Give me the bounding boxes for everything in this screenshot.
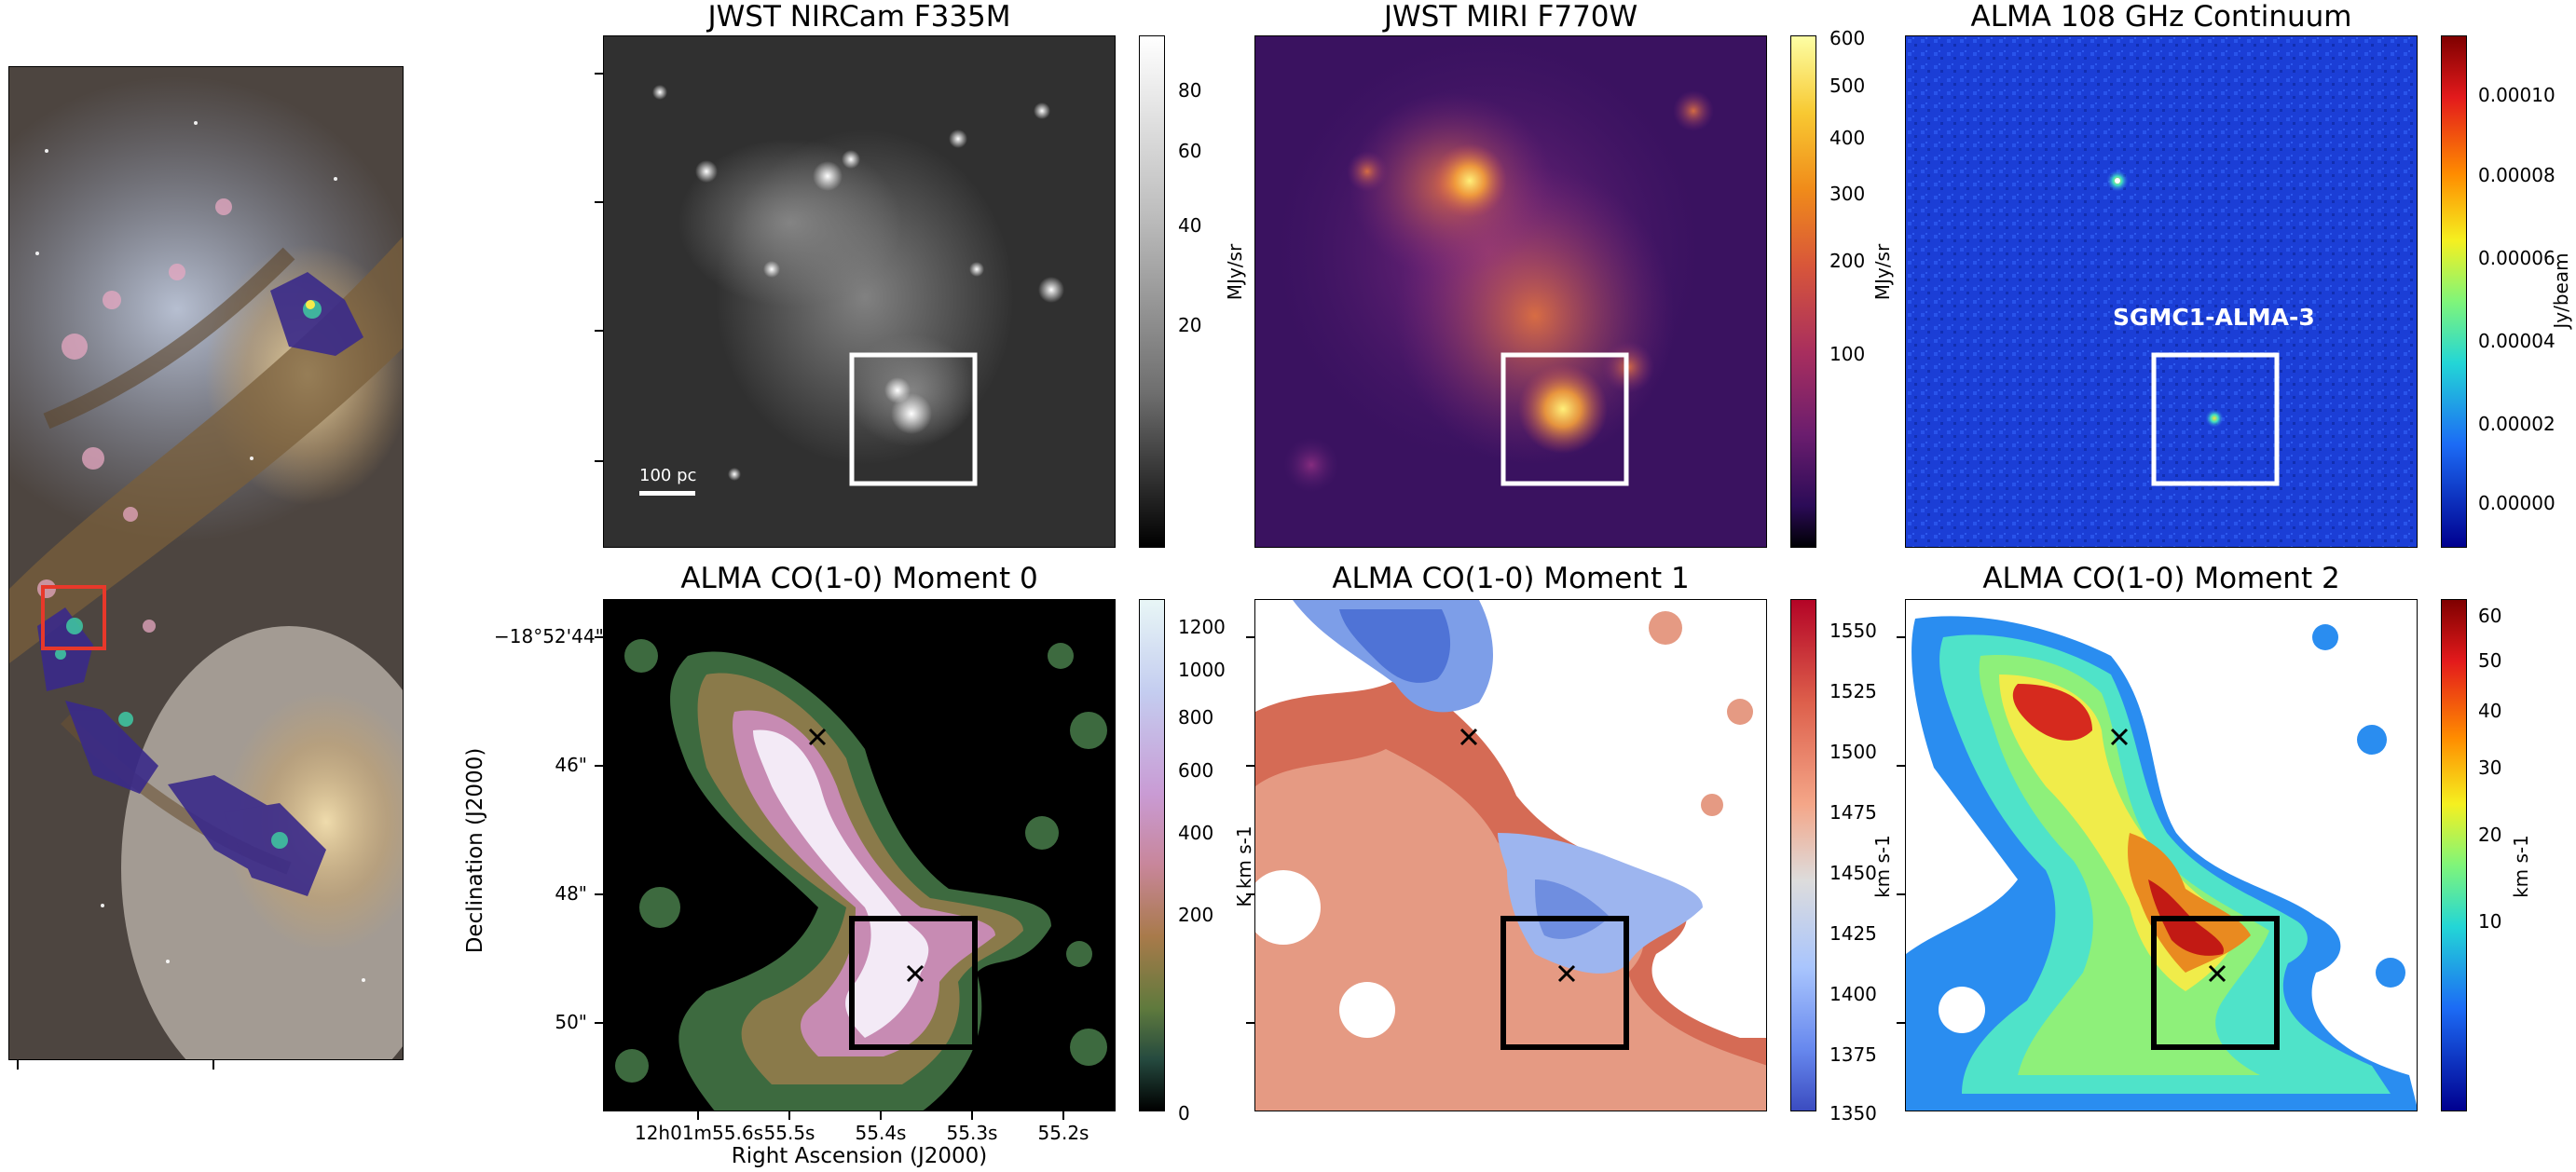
mom1-map xyxy=(1255,600,1766,1111)
dec-tick-label: 48" xyxy=(555,882,587,905)
nircam-cbar-tick: 20 xyxy=(1178,314,1202,336)
scale-bar-label: 100 pc xyxy=(639,466,697,485)
nircam-cbar-tick: 40 xyxy=(1178,214,1202,237)
mom2-cbar-tick: 60 xyxy=(2478,605,2502,627)
alma-cont-cbar-tick: 0.00000 xyxy=(2478,492,2555,514)
miri-image xyxy=(1254,35,1767,548)
mom0-image xyxy=(603,599,1116,1111)
overview-galaxy xyxy=(9,67,403,1059)
panel-title-alma-cont: ALMA 108 GHz Continuum xyxy=(1970,0,2352,34)
miri-cbar-tick: 600 xyxy=(1829,27,1866,49)
mom0-cbar-tick: 800 xyxy=(1178,706,1214,729)
mom0-cbar-tick: 600 xyxy=(1178,759,1214,782)
mom0-cbar-label: K km s-1 xyxy=(1233,825,1255,907)
mom2-cbar-tick: 30 xyxy=(2478,756,2502,779)
mom1-cbar-tick: 1375 xyxy=(1829,1043,1877,1066)
mom0-region-box xyxy=(849,916,978,1050)
mom2-cbar-tick: 10 xyxy=(2478,910,2502,933)
nircam-cbar-tick: 80 xyxy=(1178,79,1202,102)
y-axis-label: Declination (J2000) xyxy=(463,747,487,954)
mom2-region-box xyxy=(2151,916,2280,1050)
ra-tick-label: 55.4s xyxy=(855,1122,907,1144)
ra-tick-label: 55.5s xyxy=(763,1122,815,1144)
mom1-cbar-tick: 1400 xyxy=(1829,983,1877,1005)
alma-cont-cbar-tick: 0.00010 xyxy=(2478,84,2555,106)
ra-tick-label: 12h01m55.6s xyxy=(634,1122,763,1144)
miri-cbar-tick: 500 xyxy=(1829,75,1866,97)
overview-image xyxy=(8,66,404,1060)
mom0-colorbar xyxy=(1139,599,1165,1111)
alma-cont-map xyxy=(1906,36,2417,547)
nircam-colorbar xyxy=(1139,35,1165,548)
miri-cbar-tick: 100 xyxy=(1829,343,1866,365)
mom2-image xyxy=(1905,599,2418,1111)
mom1-region-box xyxy=(1500,916,1629,1050)
x-axis-label: Right Ascension (J2000) xyxy=(731,1144,988,1168)
mom2-cbar-label: km s-1 xyxy=(2510,835,2532,898)
mom1-cbar-tick: 1550 xyxy=(1829,620,1877,642)
miri-map xyxy=(1255,36,1766,547)
scale-bar xyxy=(639,491,695,496)
panel-title-nircam: JWST NIRCam F335M xyxy=(707,0,1011,34)
panel-title-mom1: ALMA CO(1-0) Moment 1 xyxy=(1332,562,1690,595)
nircam-cbar-tick: 60 xyxy=(1178,140,1202,162)
nircam-cbar-label: MJy/sr xyxy=(1224,243,1246,301)
mom1-cbar-tick: 1425 xyxy=(1829,922,1877,945)
miri-cbar-tick: 400 xyxy=(1829,127,1866,149)
alma-cont-region-box xyxy=(2151,352,2280,486)
mom1-cbar-tick: 1525 xyxy=(1829,680,1877,702)
alma-cont-cbar-tick: 0.00002 xyxy=(2478,413,2555,435)
nircam-image: 100 pc xyxy=(603,35,1116,548)
nircam-region-box xyxy=(849,352,978,486)
mom1-cbar-tick: 1475 xyxy=(1829,801,1877,824)
mom1-cbar-tick: 1350 xyxy=(1829,1102,1877,1124)
panel-title-mom2: ALMA CO(1-0) Moment 2 xyxy=(1982,562,2340,595)
mom2-colorbar xyxy=(2441,599,2467,1111)
dec-tick-label: 50" xyxy=(555,1011,587,1033)
nircam-map xyxy=(604,36,1115,547)
mom1-cbar-tick: 1500 xyxy=(1829,741,1877,763)
mom0-cbar-tick: 200 xyxy=(1178,904,1214,926)
mom2-map xyxy=(1906,600,2417,1111)
panel-title-mom0: ALMA CO(1-0) Moment 0 xyxy=(680,562,1038,595)
alma-cont-cbar-tick: 0.00008 xyxy=(2478,164,2555,186)
source-label: SGMC1-ALMA-3 xyxy=(2113,304,2315,331)
mom1-image xyxy=(1254,599,1767,1111)
mom1-cbar-tick: 1450 xyxy=(1829,862,1877,884)
miri-region-box xyxy=(1500,352,1629,486)
overview-region-box xyxy=(41,585,106,650)
miri-cbar-label: MJy/sr xyxy=(1871,243,1894,301)
dec-tick-label: 46" xyxy=(555,754,587,776)
mom1-colorbar xyxy=(1790,599,1816,1111)
ra-tick-label: 55.3s xyxy=(946,1122,998,1144)
alma-cont-cbar-tick: 0.00006 xyxy=(2478,247,2555,269)
miri-colorbar xyxy=(1790,35,1816,548)
mom2-cbar-tick: 40 xyxy=(2478,700,2502,722)
alma-cont-image: SGMC1-ALMA-3 xyxy=(1905,35,2418,548)
mom0-map xyxy=(604,600,1115,1111)
miri-cbar-tick: 300 xyxy=(1829,183,1866,205)
mom0-cbar-tick: 0 xyxy=(1178,1102,1190,1124)
miri-cbar-tick: 200 xyxy=(1829,250,1866,272)
alma-cont-colorbar xyxy=(2441,35,2467,548)
alma-cont-cbar-label: Jy/beam xyxy=(2550,252,2572,329)
mom1-cbar-label: km s-1 xyxy=(1871,835,1894,898)
mom0-cbar-tick: 1000 xyxy=(1178,659,1226,681)
alma-cont-cbar-tick: 0.00004 xyxy=(2478,330,2555,352)
mom2-cbar-tick: 20 xyxy=(2478,824,2502,846)
mom2-cbar-tick: 50 xyxy=(2478,649,2502,672)
mom0-cbar-tick: 400 xyxy=(1178,822,1214,844)
ra-tick-label: 55.2s xyxy=(1037,1122,1089,1144)
panel-title-miri: JWST MIRI F770W xyxy=(1383,0,1638,34)
mom0-cbar-tick: 1200 xyxy=(1178,616,1226,638)
dec-tick-label: −18°52'44" xyxy=(494,625,604,647)
